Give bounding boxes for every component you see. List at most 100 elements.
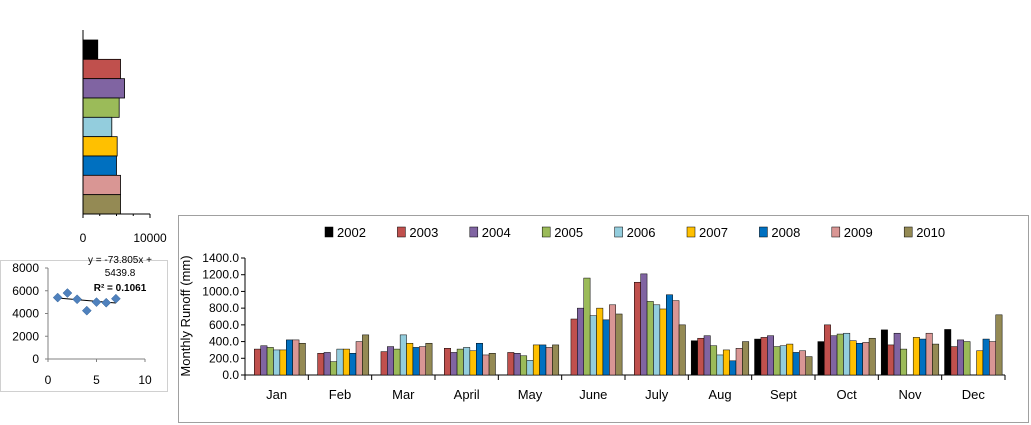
main-chart-border (178, 215, 1029, 423)
legend-label-2008: 2008 (771, 225, 800, 240)
legend-swatch-2009 (831, 226, 841, 238)
bar-2007-dec (976, 350, 984, 376)
bar-2007-nov (912, 337, 920, 376)
scatter-ytick-label: 0 (32, 352, 39, 366)
bar-2007-mar (406, 342, 414, 376)
bar-2003-june (570, 318, 578, 376)
hbar-axis (82, 30, 151, 218)
bar-2004-dec (957, 339, 964, 376)
bar-2010-april (488, 353, 496, 376)
bar-2004-mar (387, 346, 394, 376)
legend-label-2010: 2010 (916, 225, 945, 240)
scatter-panel-border (0, 260, 168, 392)
hbar-bar-2007 (82, 136, 118, 157)
bar-2005-may (520, 355, 528, 376)
main-ytick-label: 400.0 (209, 335, 239, 349)
scatter-xtick-label: 5 (93, 373, 100, 387)
hbar-bar-2003 (82, 58, 121, 80)
bar-2002-aug (690, 340, 698, 376)
bar-2008-sept (792, 352, 800, 376)
bar-2010-mar (425, 342, 433, 376)
bar-2010-aug (742, 341, 750, 376)
bar-2007-sept (786, 343, 794, 376)
bar-2003-sept (760, 337, 768, 376)
scatter-ytick-label: 4000 (12, 307, 39, 321)
scatter-point (81, 305, 92, 316)
scatter-point (52, 292, 63, 303)
bar-2003-dec (950, 346, 958, 376)
category-label-oct: Oct (837, 387, 858, 402)
bar-2010-nov (932, 343, 940, 376)
bar-2003-aug (697, 337, 705, 376)
bar-2007-june (596, 307, 604, 376)
scatter-ytick-label: 6000 (12, 284, 39, 298)
bar-2007-july (659, 308, 667, 376)
bar-2005-feb (330, 361, 338, 376)
bar-2010-may (552, 344, 560, 376)
bar-2003-may (507, 352, 515, 376)
category-label-mar: Mar (392, 387, 415, 402)
category-label-may: May (518, 387, 543, 402)
bar-2003-feb (317, 353, 325, 376)
bar-2005-sept (773, 346, 781, 376)
bar-2009-june (609, 304, 616, 376)
bar-2010-june (615, 313, 623, 376)
scatter-ytick-label: 2000 (12, 329, 39, 343)
bar-2007-oct (849, 340, 857, 376)
bar-2002-oct (817, 341, 825, 376)
category-label-jan: Jan (266, 387, 287, 402)
bar-2009-july (672, 300, 680, 376)
scatter-ytick-labels: 0 2000 4000 6000 8000 (12, 261, 39, 366)
bar-2004-feb (323, 352, 331, 376)
main-ytick-label: 600.0 (209, 318, 239, 332)
bar-2004-april (450, 352, 458, 376)
main-ytick-label: 1000.0 (202, 284, 239, 298)
trend-equation-line2: 5439.8 (105, 268, 136, 279)
category-label-dec: Dec (962, 387, 986, 402)
bar-2006-sept (779, 345, 787, 376)
bar-2003-jan (254, 348, 261, 376)
bar-2003-nov (887, 344, 895, 376)
bar-2006-mar (399, 334, 407, 376)
bar-2005-june (583, 277, 591, 376)
main-ytick-label: 0.0 (222, 368, 239, 382)
legend-swatch-2007 (686, 226, 696, 238)
category-label-april: April (454, 387, 480, 402)
bar-2008-aug (729, 360, 737, 376)
bar-2005-april (456, 348, 464, 376)
bar-2006-june (589, 315, 597, 376)
bar-2007-feb (342, 348, 350, 376)
bar-2004-july (640, 273, 648, 376)
main-category-labels: Jan Feb Mar April May June July Aug Sept Oct Nov De… (266, 387, 985, 402)
legend-label-2002: 2002 (337, 225, 366, 240)
bar-2006-april (463, 347, 471, 376)
scatter-xtick-label: 10 (138, 373, 152, 387)
bar-2008-feb (349, 353, 357, 376)
hbar-xtick-label: 10000 (133, 231, 167, 245)
hbar-bar-2002 (82, 39, 99, 60)
bar-2008-july (666, 294, 673, 376)
bar-2010-sept (805, 356, 813, 376)
main-ytick-labels: 0.0 200.0 400.0 600.0 800.0 1000.0 1200.0 1400.… (202, 251, 239, 382)
legend-swatch-2005 (541, 226, 551, 238)
bar-2004-jan (260, 345, 268, 376)
bar-2005-july (646, 301, 654, 376)
bar-2008-april (476, 342, 483, 376)
bar-2006-may (526, 360, 534, 376)
bar-2005-jan (266, 347, 274, 376)
bar-2006-oct (843, 332, 851, 376)
scatter-point (91, 297, 102, 307)
bar-2003-mar (380, 351, 388, 376)
category-label-feb: Feb (329, 387, 351, 402)
scatter-axis (45, 267, 146, 362)
scatter-points (52, 288, 121, 316)
legend-swatch-2003 (397, 226, 406, 238)
main-ytick-label: 200.0 (209, 351, 239, 365)
hbar-bar-2010 (82, 194, 121, 215)
bar-2005-nov (900, 348, 908, 376)
bar-2010-dec (995, 314, 1003, 376)
bar-2007-may (532, 344, 540, 376)
bar-2007-aug (722, 349, 730, 376)
bar-2004-aug (703, 335, 711, 376)
